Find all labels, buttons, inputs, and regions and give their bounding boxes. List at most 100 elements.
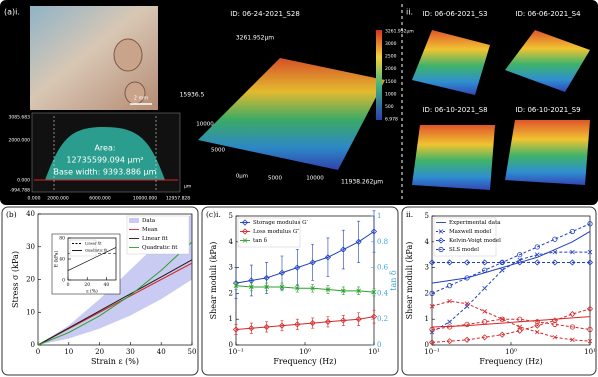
colorbar-label: 3000 <box>385 41 397 47</box>
marker <box>325 287 331 292</box>
y-tick-label: 5 <box>229 212 233 220</box>
y-tick-label: 40 <box>26 210 35 218</box>
axis-tick-label: 0μm <box>236 174 248 180</box>
series-line <box>431 318 591 331</box>
y-tick-label: 1 <box>229 315 233 323</box>
marker <box>309 259 316 266</box>
marker <box>464 259 471 266</box>
marker <box>569 259 576 266</box>
y-axis-label: Stress σ (kPa) <box>11 251 20 308</box>
y2-tick-label: 0.4 <box>377 289 389 297</box>
marker <box>355 316 362 323</box>
marker <box>499 267 505 273</box>
profile-x-label: 10000.000 <box>133 196 157 202</box>
legend-label: Quadratic fit <box>85 249 108 253</box>
colorbar-label: 2000 <box>385 66 397 72</box>
marker <box>370 228 378 235</box>
scan-id: ID: 06-06-2021_S4 <box>515 10 581 18</box>
error-bar <box>357 312 361 326</box>
marker <box>481 259 488 266</box>
height-label: 3261.952μm <box>236 35 274 42</box>
y-tick-label: 0 <box>31 341 35 349</box>
axis-tick-label: 5000 <box>211 148 225 154</box>
marker <box>464 275 470 281</box>
y-tick-label: 40 <box>59 257 65 263</box>
marker <box>279 284 285 290</box>
marker <box>570 249 575 255</box>
mini-surface <box>412 30 490 95</box>
error-bar <box>249 322 253 334</box>
panel-label: (c)i. <box>206 210 221 219</box>
x-tick-label: 10¹ <box>368 348 380 356</box>
profile-x-label: 12957.828 <box>166 196 190 202</box>
axis-tick-label: 10000 <box>196 122 214 128</box>
marker <box>356 288 361 294</box>
scan-id: ID: 06-24-2021_S28 <box>230 10 300 18</box>
series-line <box>235 316 375 331</box>
profile-x-label: 0.000 <box>28 196 41 202</box>
y-tick-label: 0 <box>229 341 233 349</box>
marker <box>310 285 315 291</box>
marker <box>429 290 435 296</box>
scale-bar-label: 2 mm <box>134 96 149 102</box>
y-tick-label: 30 <box>26 243 35 251</box>
scan-id: ID: 06-10-2021_S8 <box>422 106 487 114</box>
marker <box>428 259 436 266</box>
marker <box>438 229 444 234</box>
legend-label: Linear fit <box>85 242 102 246</box>
marker <box>552 249 558 255</box>
marker <box>534 244 540 250</box>
series-line <box>431 308 591 343</box>
legend-label: Experimental data <box>449 220 501 226</box>
marker <box>428 339 436 346</box>
legend-label: Linear fit <box>142 236 169 242</box>
scan-id: ID: 06-06-2021_S3 <box>422 10 487 18</box>
marker <box>294 321 301 328</box>
error-bar <box>372 210 376 253</box>
x-tick-label: 40 <box>104 282 110 288</box>
colorbar-label: 1500 <box>385 79 397 85</box>
marker <box>340 317 347 324</box>
marker <box>534 252 540 257</box>
photo-detail <box>113 38 143 72</box>
panel-label: ii. <box>406 210 413 219</box>
x-tick-label: 50 <box>188 348 197 356</box>
marker <box>570 337 575 343</box>
x-tick-label: 0 <box>67 282 70 288</box>
marker <box>324 318 332 325</box>
error-bar <box>234 324 238 335</box>
x-tick-label: 10⁰ <box>505 348 517 356</box>
y-tick-label: 80 <box>59 236 65 242</box>
marker <box>482 267 488 273</box>
error-bar <box>280 320 284 332</box>
marker <box>355 238 362 245</box>
y-tick-label: 20 <box>26 276 35 284</box>
marker <box>587 249 593 255</box>
x-tick-label: 30 <box>126 348 135 356</box>
y-tick-label: 10 <box>26 308 35 316</box>
marker <box>587 338 593 344</box>
error-bar <box>341 315 345 326</box>
colorbar-label: 500 <box>385 104 394 110</box>
marker <box>552 236 558 242</box>
colorbar-label: 2500 <box>385 54 397 60</box>
error-bar <box>326 237 330 277</box>
marker <box>324 254 332 261</box>
marker <box>233 283 239 288</box>
marker <box>551 259 558 266</box>
marker <box>447 319 452 325</box>
axis-tick-label: 5000 <box>268 176 282 182</box>
marker <box>517 252 523 258</box>
y-tick-label: 0 <box>62 278 65 284</box>
marker <box>481 334 488 341</box>
legend-frame <box>69 239 97 257</box>
marker <box>464 336 471 343</box>
marker <box>586 305 594 312</box>
error-bar <box>311 317 315 329</box>
series-line <box>37 241 193 346</box>
marker <box>232 326 240 333</box>
surface-3d <box>198 58 385 170</box>
marker <box>278 322 286 329</box>
marker <box>248 325 255 332</box>
error-bar <box>295 318 299 330</box>
